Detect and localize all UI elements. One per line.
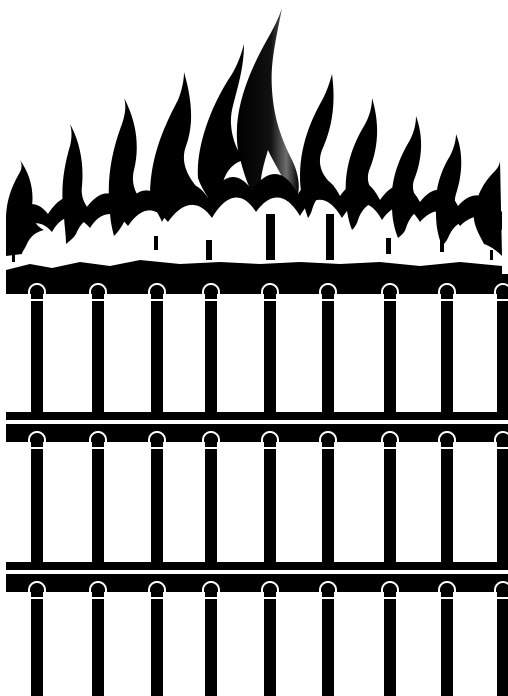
gate-bar: [28, 283, 46, 696]
flame-wave-band: [6, 173, 502, 244]
gate-bar: [381, 283, 399, 696]
flame-drips: [6, 214, 502, 276]
gate-bar: [319, 283, 337, 696]
flame-crown: [6, 8, 502, 256]
gate-bar: [202, 283, 220, 696]
flame-right-2: [345, 98, 380, 230]
flame-center: [236, 8, 299, 206]
flame-left-2: [150, 72, 196, 222]
flame-left-center: [197, 44, 244, 206]
gate-rails: [6, 274, 508, 592]
gate-bar: [89, 283, 107, 696]
gate-bar: [494, 283, 508, 696]
gate-bar: [261, 283, 279, 696]
gate-bar: [148, 283, 166, 696]
gate-rail: [6, 562, 508, 592]
gate-rail: [6, 412, 508, 442]
gate-bar: [438, 283, 456, 696]
gate-bars: [28, 283, 508, 696]
gate-rail: [6, 274, 508, 294]
